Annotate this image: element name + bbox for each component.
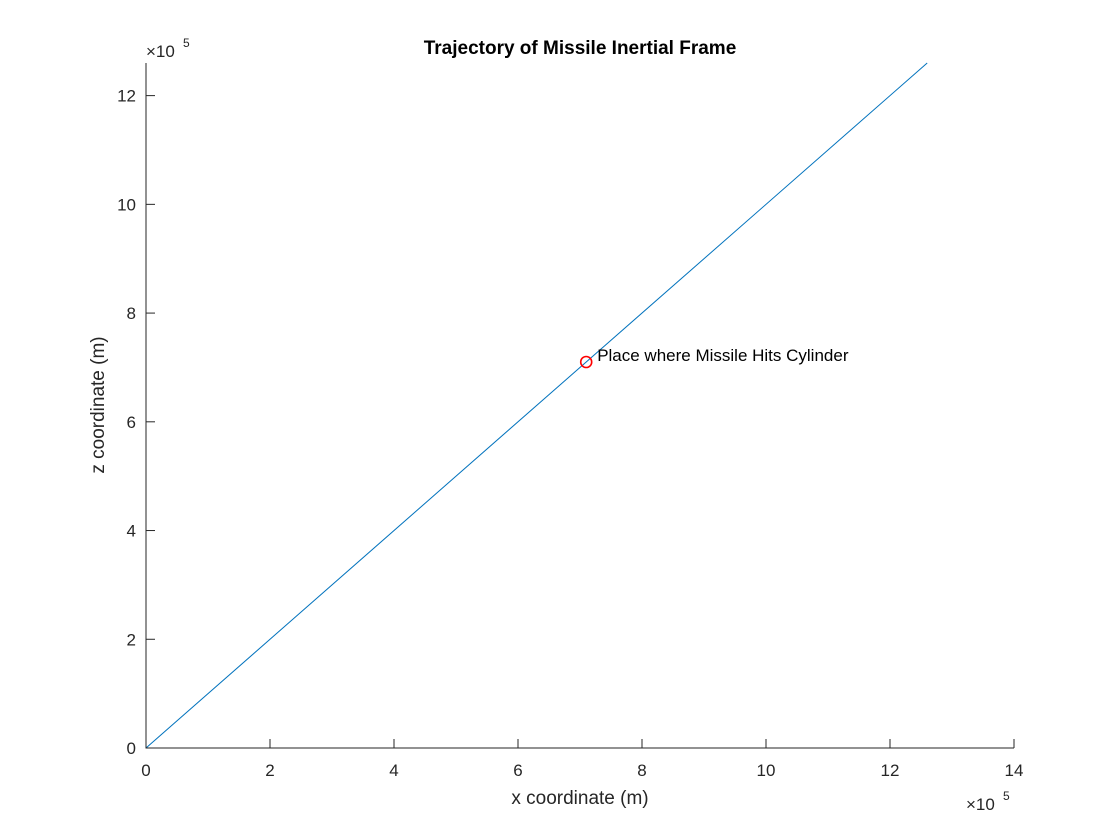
x-tick-label: 2 [265,761,274,780]
x-tick-label: 10 [757,761,776,780]
x-tick-label: 6 [513,761,522,780]
x-multiplier-exponent: 5 [1003,789,1010,803]
x-axis-label: x coordinate (m) [511,788,648,809]
y-tick-label: 10 [117,195,136,214]
impact-marker [579,355,593,369]
y-tick-label: 4 [127,522,136,541]
y-tick-label: 12 [117,87,136,106]
plot-area: 0 2 4 6 8 10 12 14 0 2 4 6 8 10 12 [117,62,1023,780]
trajectory-line [145,62,928,749]
y-ticks: 0 2 4 6 8 10 12 [117,87,155,758]
y-tick-label: 8 [127,304,136,323]
y-tick-label: 0 [127,739,136,758]
x-tick-label: 14 [1005,761,1024,780]
x-tick-label: 0 [141,761,150,780]
y-tick-label: 2 [127,630,136,649]
x-multiplier-base: ×10 [966,795,995,814]
y-multiplier-base: ×10 [146,42,175,61]
series-layer [145,62,928,749]
y-axis-label: z coordinate (m) [88,336,109,473]
x-ticks: 0 2 4 6 8 10 12 14 [141,739,1023,780]
annotation-label: Place where Missile Hits Cylinder [597,346,849,365]
y-tick-label: 6 [127,413,136,432]
axes-frame [145,63,1014,749]
marker-layer [579,355,593,369]
chart-title: Trajectory of Missile Inertial Frame [424,38,737,59]
x-tick-label: 12 [881,761,900,780]
x-tick-label: 8 [637,761,646,780]
x-tick-label: 4 [389,761,398,780]
y-multiplier-exponent: 5 [183,36,190,50]
x-multiplier: ×10 5 [966,789,1010,814]
y-multiplier: ×10 5 [146,36,190,61]
